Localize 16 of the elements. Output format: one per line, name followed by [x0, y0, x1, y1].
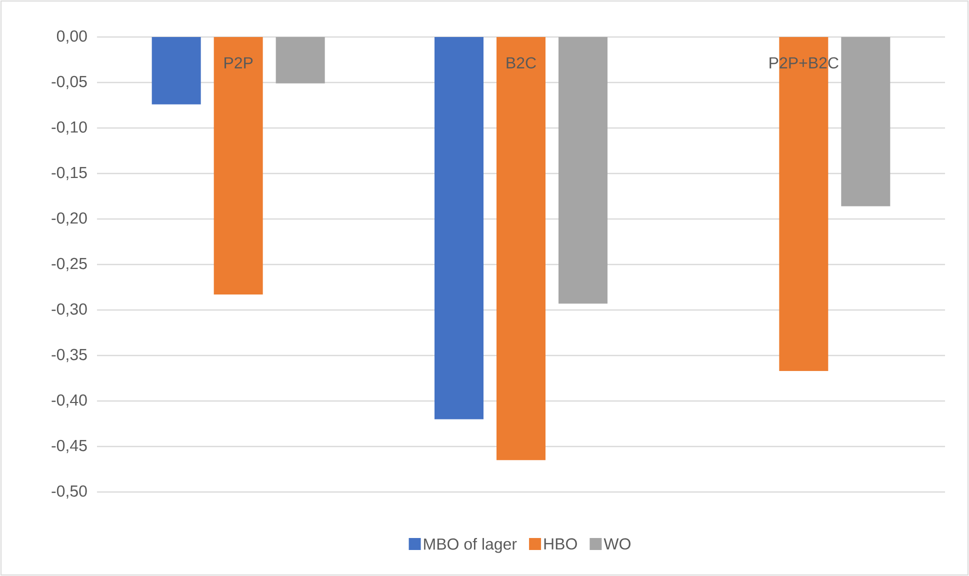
y-tick-label: -0,45	[52, 440, 87, 454]
y-tick-label: -0,10	[52, 121, 87, 135]
y-tick-label: -0,05	[52, 76, 87, 90]
y-tick-label: -0,30	[52, 303, 87, 317]
y-tick-label: 0,00	[56, 30, 87, 44]
legend-label: MBO of lager	[424, 538, 517, 553]
y-tick-label: -0,50	[52, 485, 87, 499]
legend-label: HBO	[544, 538, 577, 550]
y-tick-label: -0,35	[52, 348, 87, 362]
legend-label: WO	[604, 538, 630, 550]
y-tick-label: -0,20	[52, 212, 87, 226]
y-tick-label: -0,15	[52, 166, 87, 180]
x-tick-label: P2P	[224, 57, 253, 68]
y-tick-label: -0,25	[52, 258, 87, 272]
y-tick-label: -0,40	[52, 394, 87, 408]
x-tick-label: B2C	[506, 57, 536, 69]
